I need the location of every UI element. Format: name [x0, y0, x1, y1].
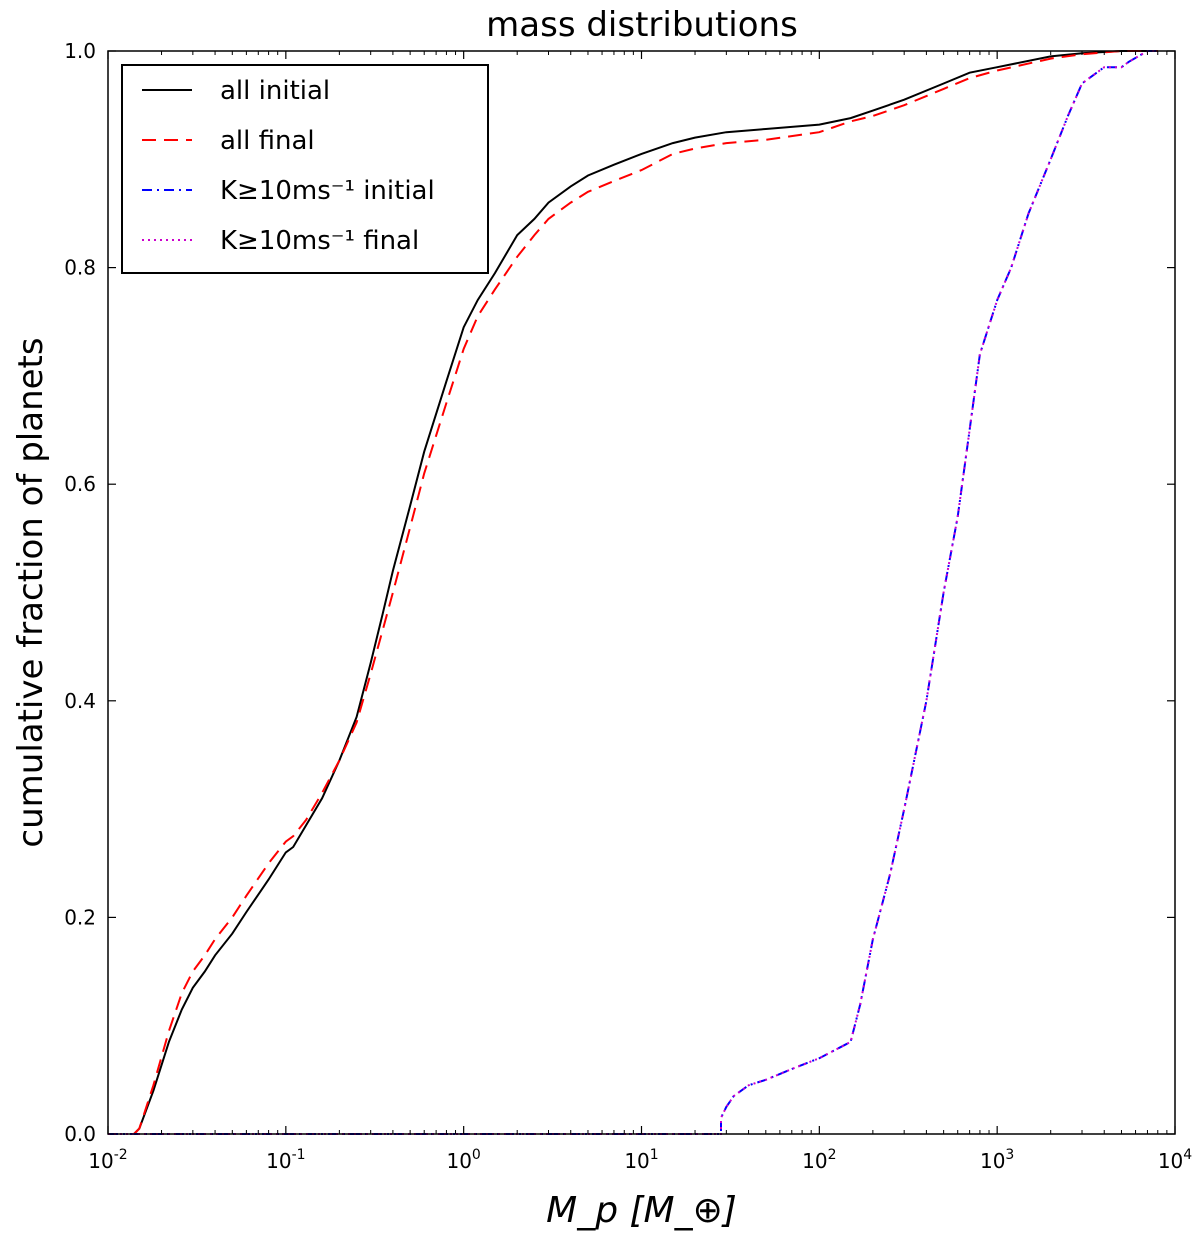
legend-label-2: all final — [220, 126, 315, 156]
legend-label-1: all initial — [220, 76, 330, 106]
legend: all initial all final K≥10ms⁻¹ initial K≥10… — [121, 64, 489, 274]
x-tick-label: 10-2 — [88, 1147, 127, 1173]
x-tick-label: 102 — [802, 1147, 836, 1173]
chart-title: mass distributions — [486, 5, 798, 45]
y-tick-label: 0.6 — [64, 472, 96, 496]
x-tick-label: 103 — [980, 1147, 1014, 1173]
y-tick-label: 0.8 — [64, 256, 96, 280]
plot-area — [108, 50, 1158, 1135]
axes: 0.0 0.2 0.4 0.6 0.8 1.0 10-2 10-1 100 101 102 103 10… — [11, 39, 1192, 1231]
legend-label-3: K≥10ms⁻¹ initial — [220, 176, 435, 206]
x-tick-label: 104 — [1158, 1147, 1192, 1173]
legend-box — [121, 64, 489, 274]
y-tick-label: 0.2 — [64, 905, 96, 929]
x-tick-label: 100 — [446, 1147, 480, 1173]
x-axis-label: M_p [M_⊕] — [546, 1190, 737, 1231]
y-axis-label: cumulative fraction of planets — [11, 337, 51, 847]
series-line-4 — [108, 50, 1158, 1135]
y-tick-label: 0.0 — [64, 1122, 96, 1146]
x-tick-label: 101 — [624, 1147, 658, 1173]
series-line-1 — [133, 50, 1158, 1135]
y-tick-label: 0.4 — [64, 689, 96, 713]
y-tick-label: 1.0 — [64, 39, 96, 63]
legend-label-4: K≥10ms⁻¹ final — [220, 226, 419, 256]
series-line-2 — [133, 50, 1158, 1135]
x-tick-label: 10-1 — [266, 1147, 305, 1173]
